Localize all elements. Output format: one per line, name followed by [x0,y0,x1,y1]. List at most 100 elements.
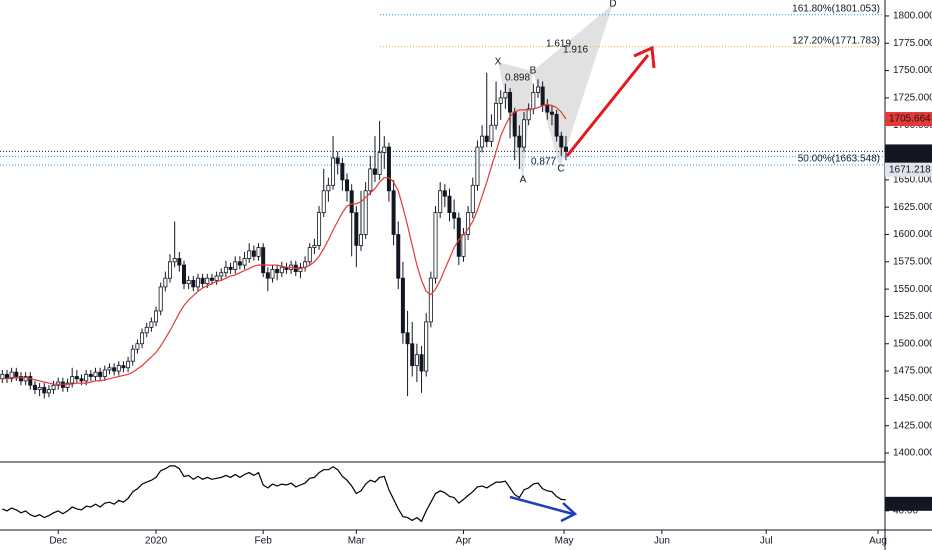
candle-body [14,371,19,377]
candle-body [154,310,159,323]
x-tick-label: Aug [869,536,887,547]
fib-label: 127.20%(1771.783) [792,35,880,46]
candle-body [28,376,33,386]
candle-body [545,105,550,113]
candle-body [9,371,14,380]
rsi-value-label: 51.53 [892,498,917,509]
blue-arrow-head [560,502,578,523]
moving-average [2,103,567,385]
candle-body [391,190,396,235]
candle-body [98,371,103,377]
candle-body [480,135,485,148]
candle-body [65,382,70,388]
candle-body [51,384,56,391]
candle-body [102,369,107,377]
y-tick-label: 1800.000 [893,11,932,22]
fib-label: 50.00%(1663.548) [798,154,880,165]
candle-body [368,168,373,192]
candle-body [270,269,275,279]
candle-body [498,97,503,104]
candle-body [177,258,182,266]
x-tick-label: May [555,536,574,547]
candle-body [135,343,140,350]
y-tick-label: 1500.000 [893,338,932,349]
x-tick-label: 2020 [145,536,168,547]
candle-body [149,321,154,328]
candle-body [531,92,536,110]
x-tick-label: Feb [255,536,273,547]
pattern-point: B [530,66,537,77]
current-price-label: 1676.018 [889,146,931,157]
candle-body [317,212,322,246]
candle-body [438,190,443,214]
candle-body [214,275,219,281]
candle-body [382,146,387,153]
candle-body [335,157,340,164]
candle-body [79,378,84,382]
candle-body [512,111,517,137]
candle-body [228,266,233,270]
candle-body [93,371,98,377]
candle-body [400,277,405,334]
candle-body [223,266,228,274]
y-tick-label: 1650.000 [893,174,932,185]
candle-body [461,234,466,257]
rsi-value-box [885,496,932,511]
candle-body [237,261,242,266]
candle-body [163,277,168,288]
x-tick-label: Apr [456,536,472,547]
candle-body [321,190,326,214]
candle-body [256,247,261,257]
candle-body [466,212,471,235]
y-tick-label: 1450.000 [893,393,932,404]
pattern-ratio: 1.916 [563,45,588,56]
candle-body [517,135,522,148]
y-tick-label: 1725.000 [893,93,932,104]
candle-body [130,348,135,362]
candle-body [265,272,270,279]
candle-body [158,286,163,312]
y-tick-label: 1600.000 [893,229,932,240]
candle-body [107,367,112,371]
candle-body [46,389,51,394]
candle-body [433,212,438,279]
candle-body [205,277,210,285]
candle-body [470,184,475,214]
candle-body [456,217,461,257]
candle-body [140,332,145,345]
candle-body [181,264,186,285]
candle-body [405,332,410,345]
candle-body [74,376,79,380]
candle-body [428,277,433,323]
candle-body [242,258,247,266]
candle-body [345,179,350,192]
pattern-point: D [609,0,616,10]
candle-body [559,135,564,148]
x-tick-label: Jun [654,536,670,547]
candle-body [372,168,377,175]
red-arrow [565,54,650,157]
candle-body [37,387,42,391]
y-tick-label: 1475.000 [893,366,932,377]
candle-body [442,190,447,197]
y-tick-label: 1400.000 [893,448,932,459]
candle-body [116,365,121,372]
candle-body [396,234,401,279]
candle-body [489,124,494,143]
x-tick-label: Jul [760,536,773,547]
candle-body [88,373,93,377]
red-arrow-head [633,45,656,69]
candle-body [475,146,480,186]
candle-body [172,258,177,263]
candle-body [275,269,280,274]
candle-body [191,279,196,288]
candle-body [84,373,89,382]
candle-body [247,250,252,259]
candle-body [126,360,131,369]
candle-body [112,367,117,372]
pattern-point: A [520,175,527,186]
price-line-box [885,162,932,177]
y-tick-label: 1625.000 [893,202,932,213]
candle-body [349,190,354,214]
